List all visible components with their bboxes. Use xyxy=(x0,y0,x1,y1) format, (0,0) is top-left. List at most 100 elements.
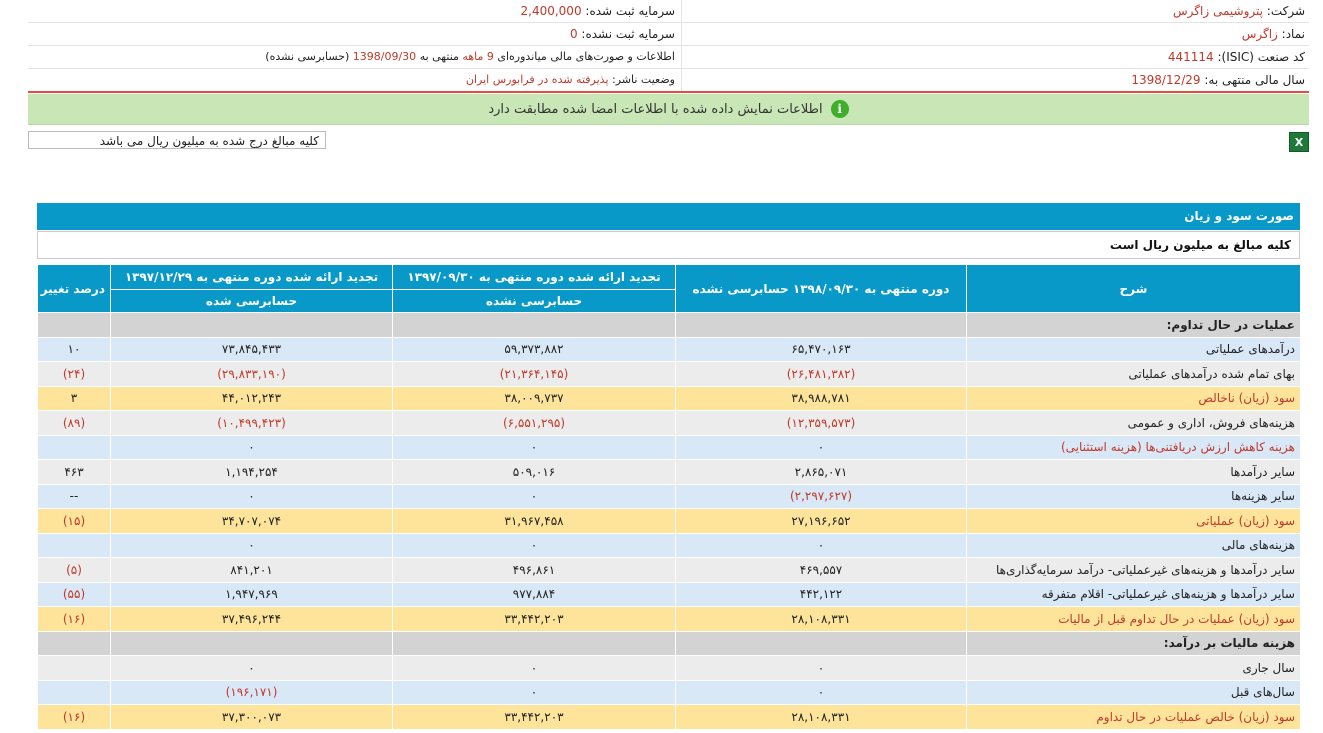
row-value-c2: ۰ xyxy=(392,483,676,509)
row-description: سایر هزینه‌ها xyxy=(966,483,1301,509)
row-value-c2: ۳۳,۴۴۲,۲۰۳ xyxy=(392,704,676,730)
isic-value: 441114 xyxy=(1167,50,1214,64)
row-value-c1: ۴۶۹,۵۵۷ xyxy=(675,557,967,583)
row-value-c1: ۲۸,۱۰۸,۳۳۱ xyxy=(675,606,967,632)
col-description: شرح xyxy=(966,264,1301,313)
info-row-1: شرکت: پتروشیمی زاگرس سرمایه ثبت شده: 2,4… xyxy=(28,0,1309,23)
row-value-c3: ۴۴,۰۱۲,۲۴۳ xyxy=(110,385,393,411)
row-value-c4 xyxy=(37,655,111,681)
row-value-c2: ۹۷۷,۸۸۴ xyxy=(392,581,676,607)
income-statement-table: شرح دوره منتهی به ۱۳۹۸/۰۹/۳۰ حسابرسی نشد… xyxy=(37,264,1301,730)
row-value-c3 xyxy=(110,312,393,338)
row-value-c3: (۱۰,۴۹۹,۴۲۳) xyxy=(110,410,393,436)
row-value-c3: ۰ xyxy=(110,434,393,460)
row-value-c1: ۲,۸۶۵,۰۷۱ xyxy=(675,459,967,485)
row-description: سود (زیان) ناخالص xyxy=(966,385,1301,411)
fiscal-year-cell: سال مالی منتهی به: 1398/12/29 xyxy=(681,69,1310,91)
row-value-c2: ۰ xyxy=(392,679,676,705)
info-icon: i xyxy=(830,100,849,118)
report-suffix: (حسابرسی نشده) xyxy=(265,50,350,63)
row-value-c4: ۳ xyxy=(37,385,111,411)
company-value: پتروشیمی زاگرس xyxy=(1173,4,1263,18)
row-value-c3: ۰ xyxy=(110,655,393,681)
header-divider xyxy=(28,91,1309,93)
table-row: سایر درآمدها و هزینه‌های غیرعملیاتی- درآ… xyxy=(37,557,1301,583)
col-period-139709-status: حسابرسی نشده xyxy=(392,289,676,313)
row-value-c1 xyxy=(675,630,967,656)
row-value-c1: ۰ xyxy=(675,679,967,705)
info-row-3: کد صنعت (ISIC): 441114 اطلاعات و صورت‌ها… xyxy=(28,46,1309,69)
row-value-c1: ۶۵,۴۷۰,۱۶۳ xyxy=(675,336,967,362)
unregistered-value: 0 xyxy=(569,27,578,41)
table-row: سایر درآمدها و هزینه‌های غیرعملیاتی- اقل… xyxy=(37,581,1301,607)
row-value-c3: ۱,۱۹۴,۲۵۴ xyxy=(110,459,393,485)
row-description: سایر درآمدها و هزینه‌های غیرعملیاتی- اقل… xyxy=(966,581,1301,607)
publisher-status-cell: وضعیت ناشر: پذیرفته شده در فرابورس ایران xyxy=(28,69,680,91)
table-subheader-row: حسابرسی نشده حسابرسی شده xyxy=(38,289,1301,313)
row-value-c2: ۵۹,۳۷۳,۸۸۲ xyxy=(392,336,676,362)
company-info-panel: شرکت: پتروشیمی زاگرس سرمایه ثبت شده: 2,4… xyxy=(28,0,1309,92)
row-value-c4 xyxy=(37,679,111,705)
row-value-c3: ۳۷,۳۰۰,۰۷۳ xyxy=(110,704,393,730)
row-value-c4: (۱۶) xyxy=(37,606,111,632)
report-prefix: اطلاعات و صورت‌های مالی میاندوره‌ای xyxy=(497,50,675,63)
notice-text: اطلاعات نمایش داده شده با اطلاعات امضا ش… xyxy=(488,101,823,117)
row-value-c1: ۴۴۲,۱۲۲ xyxy=(675,581,967,607)
row-value-c2: ۵۰۹,۰۱۶ xyxy=(392,459,676,485)
row-value-c2: (۲۱,۳۶۴,۱۴۵) xyxy=(392,361,676,387)
table-row: سال جاری ۰ ۰ ۰ xyxy=(37,655,1301,681)
row-value-c3: ۰ xyxy=(110,532,393,558)
symbol-value[interactable]: زاگرس xyxy=(1241,27,1278,41)
row-value-c4 xyxy=(37,532,111,558)
row-description: سال‌های قبل xyxy=(966,679,1301,705)
row-value-c4: (۲۴) xyxy=(37,361,111,387)
row-value-c3: ۱,۹۴۷,۹۶۹ xyxy=(110,581,393,607)
table-header-row: شرح دوره منتهی به ۱۳۹۸/۰۹/۳۰ حسابرسی نشد… xyxy=(37,264,1301,313)
col-period-1398: دوره منتهی به ۱۳۹۸/۰۹/۳۰ حسابرسی نشده xyxy=(675,264,967,313)
row-value-c2 xyxy=(392,630,676,656)
table-row: سال‌های قبل ۰ ۰ (۱۹۶,۱۷۱) xyxy=(37,679,1301,705)
row-value-c1: ۰ xyxy=(675,434,967,460)
statement-title: صورت سود و زیان xyxy=(37,203,1300,230)
report-date: 1398/09/30 xyxy=(352,50,417,63)
fiscal-value: 1398/12/29 xyxy=(1131,73,1201,87)
col-period-139709: تجدید ارائه شده دوره منتهی به ۱۳۹۷/۰۹/۳۰ xyxy=(392,264,676,290)
report-description-cell: اطلاعات و صورت‌های مالی میاندوره‌ای 9 ما… xyxy=(28,46,680,68)
statement-subtitle: کلیه مبالغ به میلیون ریال است xyxy=(37,231,1300,259)
isic-cell: کد صنعت (ISIC): 441114 xyxy=(681,46,1310,68)
verification-notice: i اطلاعات نمایش داده شده با اطلاعات امضا… xyxy=(28,94,1309,125)
report-period: 9 ماهه xyxy=(462,50,494,63)
table-row: هزینه‌های مالی ۰ ۰ ۰ xyxy=(37,532,1301,558)
row-value-c4: ۱۰ xyxy=(37,336,111,362)
row-value-c4 xyxy=(37,312,111,338)
info-row-4: سال مالی منتهی به: 1398/12/29 وضعیت ناشر… xyxy=(28,69,1309,92)
table-row: درآمدهای عملیاتی ۶۵,۴۷۰,۱۶۳ ۵۹,۳۷۳,۸۸۲ ۷۳,۸… xyxy=(37,336,1301,362)
row-value-c2: ۰ xyxy=(392,532,676,558)
excel-icon[interactable]: X xyxy=(1289,132,1309,152)
row-value-c1: (۲۶,۴۸۱,۳۸۲) xyxy=(675,361,967,387)
row-description: سایر درآمدها xyxy=(966,459,1301,485)
capital-label: سرمایه ثبت شده: xyxy=(585,4,675,18)
row-value-c1: ۳۸,۹۸۸,۷۸۱ xyxy=(675,385,967,411)
row-description: سود (زیان) عملیاتی xyxy=(966,508,1301,534)
table-row: سود (زیان) ناخالص ۳۸,۹۸۸,۷۸۱ ۳۸,۰۰۹,۷۳۷ ۴۴,… xyxy=(37,385,1301,411)
publisher-label: وضعیت ناشر: xyxy=(612,73,675,86)
row-value-c3: ۸۴۱,۲۰۱ xyxy=(110,557,393,583)
table-row: سایر هزینه‌ها (۲,۲۹۷,۶۲۷) ۰ ۰ -- xyxy=(37,483,1301,509)
row-value-c4: (۵) xyxy=(37,557,111,583)
table-row: سایر درآمدها ۲,۸۶۵,۰۷۱ ۵۰۹,۰۱۶ ۱,۱۹۴,۲۵۴ ۴۶۳ xyxy=(37,459,1301,485)
row-value-c2: ۳۸,۰۰۹,۷۳۷ xyxy=(392,385,676,411)
col-period-139712-status: حسابرسی شده xyxy=(110,289,393,313)
isic-label: کد صنعت (ISIC): xyxy=(1217,50,1305,64)
row-value-c2: ۰ xyxy=(392,655,676,681)
row-value-c3: (۱۹۶,۱۷۱) xyxy=(110,679,393,705)
row-value-c3: (۲۹,۸۳۳,۱۹۰) xyxy=(110,361,393,387)
row-value-c4 xyxy=(37,630,111,656)
row-description: درآمدهای عملیاتی xyxy=(966,336,1301,362)
info-row-2: نماد: زاگرس سرمایه ثبت نشده: 0 xyxy=(28,23,1309,46)
row-description: سایر درآمدها و هزینه‌های غیرعملیاتی- درآ… xyxy=(966,557,1301,583)
row-value-c2: ۰ xyxy=(392,434,676,460)
row-value-c4 xyxy=(37,434,111,460)
row-description: سال جاری xyxy=(966,655,1301,681)
table-row: بهای تمام شده درآمدهای عملیاتی (۲۶,۴۸۱,۳۸… xyxy=(37,361,1301,387)
